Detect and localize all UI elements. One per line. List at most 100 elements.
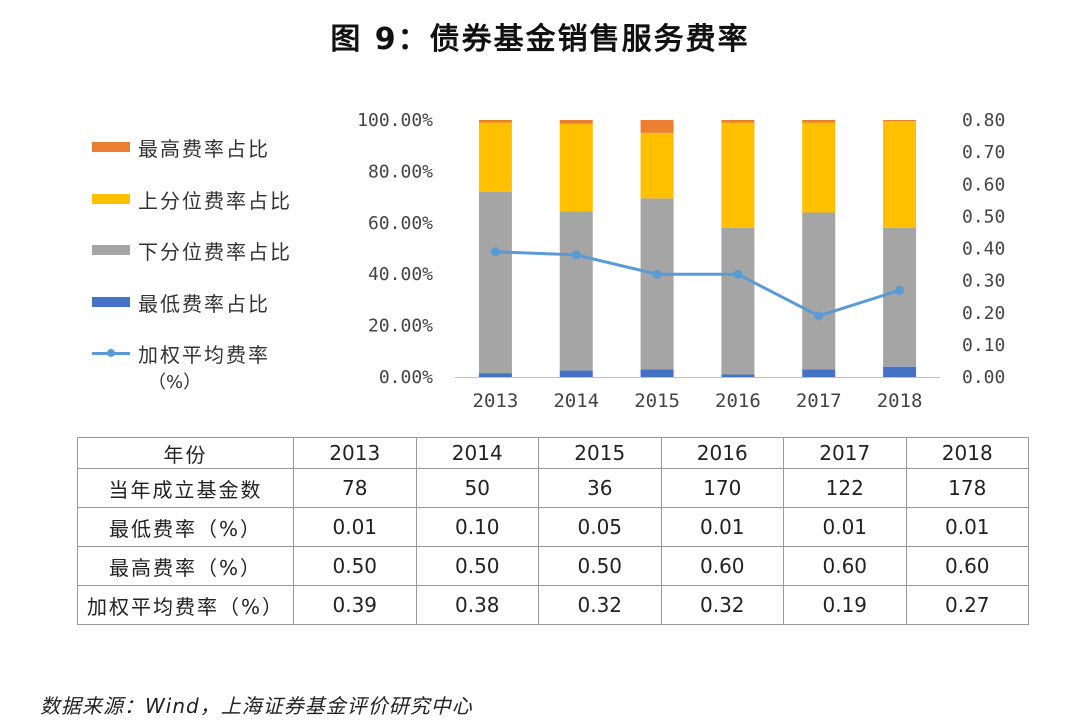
bar-segment [883,121,917,228]
avg-rate-line [495,250,901,318]
data-table: 年份 2013 2014 2015 2016 2017 2018 当年成立基金数 78 50 36 1… [77,437,1029,625]
legend-label-min: 最低费率占比 [138,291,270,316]
bar-segment [478,191,512,374]
table-cell: 2016 [660,437,784,469]
avg-rate-point [733,269,743,279]
table-cell: 78 [293,468,417,508]
chart-canvas: 0.00% 20.00% 40.00% 60.00% 80.00% 100.00% 0.00… [357,110,1005,412]
table-row: 当年成立基金数 78 50 36 170 122 178 [77,468,1029,508]
table-cell: 2015 [538,437,662,469]
legend-label-lower: 下分位费率占比 [138,239,292,264]
y-right-tick-label: 0.50 [962,206,1005,227]
legend-item-lower: 下分位费率占比 [92,235,292,265]
table-cell: 0.39 [293,585,417,625]
avg-rate-point [895,285,905,295]
bar-segment [640,120,674,133]
x-tick-label: 2013 [473,390,519,412]
y-right-tick-label: 0.70 [962,142,1005,163]
y-left-tick-label: 100.00% [357,110,433,131]
avg-rate-point [652,269,662,279]
avg-rate-point [814,311,824,321]
chart-title: 图 9：债券基金销售服务费率 [330,22,750,57]
table-cell: 0.50 [415,546,539,586]
x-tick-label: 2018 [877,390,923,412]
table-row-label: 最低费率（%） [77,507,294,547]
bar-segment [883,227,917,367]
y-right-tick-label: 0.20 [962,303,1005,324]
table-cell: 0.50 [293,546,417,586]
table-cell: 0.60 [905,546,1029,586]
bar-segment [559,123,593,212]
table-header-row: 年份 2013 2014 2015 2016 2017 2018 [77,437,1029,469]
y-right-tick-label: 0.40 [962,239,1005,260]
bar-segment [802,122,836,213]
legend-label-upper: 上分位费率占比 [138,188,292,213]
bar-segment [802,120,836,123]
y-left-tick-label: 0.00% [379,367,433,388]
legend-item-avg: 加权平均费率 [92,338,270,368]
legend-item-max: 最高费率占比 [92,132,270,162]
x-tick-label: 2016 [715,390,761,412]
y-left-tick-label: 20.00% [368,316,433,337]
table-cell: 0.32 [660,585,784,625]
y-right-tick-label: 0.10 [962,335,1005,356]
x-tick-label: 2017 [796,390,842,412]
bar-segment [883,366,917,377]
bar-segment [559,211,593,371]
bar-segment [640,198,674,370]
table-cell: 0.01 [293,507,417,547]
y-left-tick-label: 40.00% [368,264,433,285]
bar-segment [478,373,512,377]
table-cell: 0.05 [538,507,662,547]
bar-segment [721,122,755,228]
legend-label-max: 最高费率占比 [138,136,270,161]
table-cell: 170 [660,468,784,508]
table-cell: 0.60 [660,546,784,586]
table-cell: 0.01 [660,507,784,547]
table-row: 最低费率（%） 0.01 0.10 0.05 0.01 0.01 0.01 [77,507,1029,547]
bar-segment [640,132,674,199]
table-row-label: 年份 [77,437,294,469]
table-cell: 178 [905,468,1029,508]
table-cell: 2013 [293,437,417,469]
table-row-label: 当年成立基金数 [77,468,294,508]
avg-rate-point [571,250,581,260]
table-cell: 0.32 [538,585,662,625]
table-cell: 2017 [783,437,907,469]
bar-segment [478,120,512,123]
bar-segment [559,120,593,124]
bar-segment [559,370,593,377]
table-cell: 0.10 [415,507,539,547]
bar-segment [640,369,674,377]
table-cell: 0.50 [538,546,662,586]
x-tick-label: 2014 [553,390,599,412]
y-right-tick-label: 0.60 [962,174,1005,195]
y-right-tick-label: 0.30 [962,271,1005,292]
legend-swatch-upper [92,194,130,204]
table-cell: 0.38 [415,585,539,625]
table-row-label: 最高费率（%） [77,546,294,586]
legend-label-avg: 加权平均费率 [138,342,270,367]
y-left-tick-label: 80.00% [368,161,433,182]
table-cell: 2018 [905,437,1029,469]
legend-swatch-min [92,297,130,307]
table-row: 加权平均费率（%） 0.39 0.38 0.32 0.32 0.19 0.27 [77,585,1029,625]
table-row: 最高费率（%） 0.50 0.50 0.50 0.60 0.60 0.60 [77,546,1029,586]
table-cell: 0.27 [905,585,1029,625]
y-right-tick-label: 0.80 [962,110,1005,131]
bar-segment [478,122,512,192]
legend-unit: （%） [148,372,202,393]
bar-segment [802,369,836,377]
avg-rate-point [490,247,500,257]
y-right-tick-label: 0.00 [962,367,1005,388]
table-cell: 36 [538,468,662,508]
bar-segment [721,120,755,123]
x-tick-label: 2015 [634,390,680,412]
bar-segment [721,374,755,377]
legend-item-upper: 上分位费率占比 [92,184,292,214]
table-cell: 122 [783,468,907,508]
legend-swatch-avg [92,348,130,358]
legend-item-min: 最低费率占比 [92,287,270,317]
bar-segment [802,212,836,370]
table-cell: 0.01 [905,507,1029,547]
